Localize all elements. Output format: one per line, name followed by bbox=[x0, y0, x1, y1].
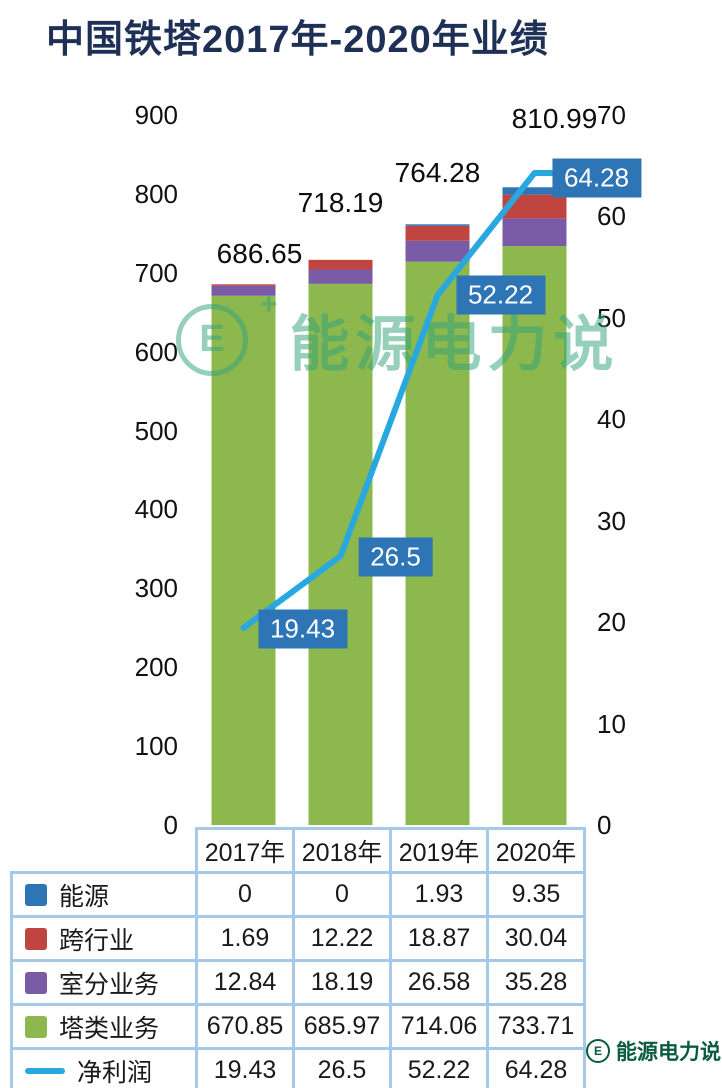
table-row-label: 净利润 bbox=[10, 1047, 198, 1088]
watermark: E + 能源电力说 bbox=[176, 288, 620, 383]
brand-logo-icon: E bbox=[586, 1039, 610, 1063]
bar-total-label: 718.19 bbox=[297, 186, 384, 218]
legend-label: 室分业务 bbox=[59, 970, 160, 999]
bar-segment-跨行业 bbox=[211, 284, 276, 286]
table-row: 能源 0 0 1.93 9.35 bbox=[10, 871, 586, 918]
left-axis-tick: 800 bbox=[134, 178, 178, 209]
right-axis-tick: 30 bbox=[597, 505, 626, 536]
table-cell: 30.04 bbox=[486, 915, 586, 962]
bar-segment-跨行业 bbox=[405, 225, 470, 241]
right-axis-tick: 0 bbox=[597, 810, 612, 840]
bar-segment-室分业务 bbox=[502, 218, 567, 247]
left-axis-tick: 600 bbox=[134, 336, 178, 367]
table-cell: 733.71 bbox=[486, 1003, 586, 1050]
net-profit-label: 26.5 bbox=[358, 537, 433, 577]
legend-label: 能源 bbox=[59, 882, 110, 911]
table-cell: 19.43 bbox=[195, 1047, 295, 1088]
watermark-text: 能源电力说 bbox=[289, 311, 620, 378]
year-header: 2019年 bbox=[389, 827, 489, 874]
bar-segment-跨行业 bbox=[308, 259, 373, 270]
table-row: 室分业务 12.84 18.19 26.58 35.28 bbox=[10, 959, 586, 1006]
table-cell: 18.87 bbox=[389, 915, 489, 962]
table-cell: 26.58 bbox=[389, 959, 489, 1006]
table-cell: 12.84 bbox=[195, 959, 295, 1006]
table-cell: 9.35 bbox=[486, 871, 586, 918]
table-cell: 670.85 bbox=[195, 1003, 295, 1050]
table-cell: 1.69 bbox=[195, 915, 295, 962]
right-axis-tick: 40 bbox=[597, 404, 626, 435]
table-cell: 18.19 bbox=[292, 959, 392, 1006]
table-cell: 26.5 bbox=[292, 1047, 392, 1088]
legend-marker-icon bbox=[25, 1015, 47, 1038]
legend-label: 跨行业 bbox=[59, 926, 135, 955]
data-table: 2017年 2018年 2019年 2020年 能源 0 0 1.93 9.35 跨行业 1.69 1… bbox=[10, 827, 586, 1088]
right-axis-tick: 70 bbox=[597, 100, 626, 130]
year-header: 2017年 bbox=[195, 827, 295, 874]
table-row: 净利润 19.43 26.5 52.22 64.28 bbox=[10, 1047, 586, 1088]
watermark-logo-icon: E bbox=[176, 303, 248, 376]
year-header: 2018年 bbox=[292, 827, 392, 874]
left-axis-tick: 300 bbox=[134, 573, 178, 604]
table-row-label: 能源 bbox=[10, 871, 198, 918]
brand-text: 能源电力说 bbox=[616, 1041, 721, 1064]
bar-total-label: 810.99 bbox=[511, 103, 598, 135]
table-cell: 685.97 bbox=[292, 1003, 392, 1050]
table-row: 塔类业务 670.85 685.97 714.06 733.71 bbox=[10, 1003, 586, 1050]
legend-marker-icon bbox=[25, 883, 47, 906]
bar-segment-跨行业 bbox=[502, 194, 567, 219]
year-header: 2020年 bbox=[486, 827, 586, 874]
table-row: 跨行业 1.69 12.22 18.87 30.04 bbox=[10, 915, 586, 962]
table-cell: 12.22 bbox=[292, 915, 392, 962]
right-axis-tick: 60 bbox=[597, 201, 626, 232]
left-axis-tick: 700 bbox=[134, 257, 178, 288]
left-axis-tick: 500 bbox=[134, 415, 178, 446]
left-axis-tick: 100 bbox=[134, 731, 178, 762]
table-corner bbox=[12, 829, 197, 873]
table-cell: 0 bbox=[195, 871, 295, 918]
right-axis-tick: 10 bbox=[597, 708, 626, 739]
table-cell: 0 bbox=[292, 871, 392, 918]
bar-total-label: 764.28 bbox=[394, 157, 481, 189]
sparkle-icon: + bbox=[260, 288, 278, 321]
table-cell: 52.22 bbox=[389, 1047, 489, 1088]
brand-watermark: E 能源电力说 bbox=[586, 1036, 721, 1066]
left-axis-tick: 400 bbox=[134, 494, 178, 525]
net-profit-label: 52.22 bbox=[455, 275, 546, 315]
legend-marker-icon bbox=[25, 1067, 65, 1074]
legend-label: 塔类业务 bbox=[59, 1014, 160, 1043]
table-cell: 1.93 bbox=[389, 871, 489, 918]
right-axis-tick: 50 bbox=[597, 302, 626, 333]
table-row-label: 塔类业务 bbox=[10, 1003, 198, 1050]
table-cell: 35.28 bbox=[486, 959, 586, 1006]
chart-title: 中国铁塔2017年-2020年业绩 bbox=[46, 19, 549, 61]
table-cell: 64.28 bbox=[486, 1047, 586, 1088]
left-axis-tick: 200 bbox=[134, 652, 178, 683]
left-axis-tick: 0 bbox=[163, 810, 178, 840]
bar-total-label: 686.65 bbox=[216, 238, 303, 270]
table-row-label: 室分业务 bbox=[10, 959, 198, 1006]
bar-segment-能源 bbox=[405, 224, 470, 226]
left-axis-tick: 900 bbox=[134, 100, 178, 130]
bar-segment-室分业务 bbox=[405, 240, 470, 262]
bar-segment-室分业务 bbox=[308, 269, 373, 284]
legend-marker-icon bbox=[25, 971, 47, 994]
net-profit-label: 64.28 bbox=[551, 158, 642, 198]
right-axis-tick: 20 bbox=[597, 607, 626, 638]
table-row-label: 跨行业 bbox=[10, 915, 198, 962]
legend-label: 净利润 bbox=[77, 1058, 153, 1087]
legend-marker-icon bbox=[25, 927, 47, 950]
table-cell: 714.06 bbox=[389, 1003, 489, 1050]
net-profit-label: 19.43 bbox=[257, 609, 348, 649]
